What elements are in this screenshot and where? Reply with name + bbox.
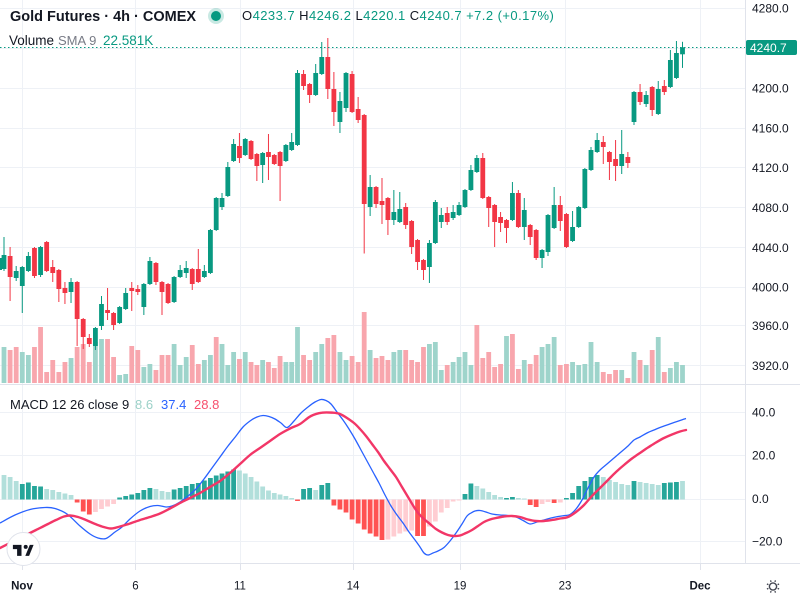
svg-text:4120.0: 4120.0 [752,161,789,175]
svg-text:−20.0: −20.0 [752,535,783,549]
svg-text:3920.0: 3920.0 [752,359,789,373]
svg-text:Volume: Volume [9,33,54,48]
svg-text:4040.0: 4040.0 [752,241,789,255]
svg-text:4160.0: 4160.0 [752,122,789,136]
svg-text:Dec: Dec [689,581,711,593]
svg-text:4000.0: 4000.0 [752,281,789,295]
svg-text:MACD 12 26 close 9: MACD 12 26 close 9 [10,397,129,412]
svg-text:SMA 9: SMA 9 [58,33,96,48]
svg-text:19: 19 [454,581,467,593]
svg-text:37.4: 37.4 [161,397,186,412]
svg-text:4200.0: 4200.0 [752,82,789,96]
svg-text:3960.0: 3960.0 [752,319,789,333]
svg-text:6: 6 [132,581,138,593]
svg-text:20.0: 20.0 [752,449,776,463]
svg-text:22.581K: 22.581K [103,33,153,48]
svg-text:4280.0: 4280.0 [752,2,789,16]
svg-text:28.8: 28.8 [194,397,219,412]
svg-text:Gold Futures · 4h · COMEX: Gold Futures · 4h · COMEX [10,9,196,25]
svg-text:0.0: 0.0 [752,492,769,506]
svg-text:O4233.7 H4246.2 L4220.1 C4240.: O4233.7 H4246.2 L4220.1 C4240.7 +7.2 (+0… [242,8,554,23]
svg-text:11: 11 [234,581,246,593]
svg-text:4240.7: 4240.7 [750,41,787,55]
svg-text:Nov: Nov [11,581,33,593]
svg-text:8.6: 8.6 [135,397,153,412]
svg-text:23: 23 [559,581,572,593]
svg-text:40.0: 40.0 [752,406,776,420]
svg-text:4080.0: 4080.0 [752,201,789,215]
svg-text:14: 14 [347,581,360,593]
